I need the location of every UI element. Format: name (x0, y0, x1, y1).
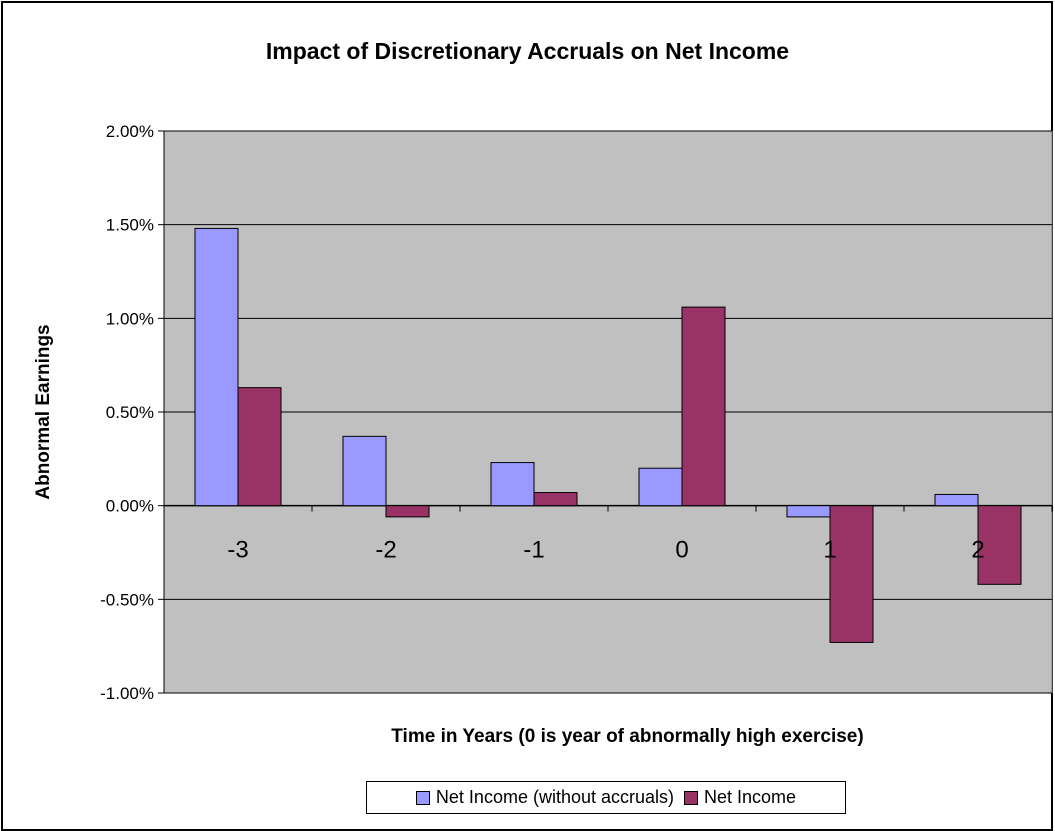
x-tick-label-3: 0 (675, 537, 688, 564)
x-tick-label-2: -1 (523, 537, 544, 564)
legend-item-series-2: Net Income (684, 787, 796, 808)
bar-series1-2 (934, 493, 979, 507)
x-tick-label-4: 1 (823, 537, 836, 564)
bar-series2-0 (681, 306, 726, 507)
y-tick-label-1: -0.50% (100, 590, 154, 609)
bar-series1--2 (342, 435, 387, 507)
chart-title: Impact of Discretionary Accruals on Net … (265, 38, 790, 64)
bar-series1-0 (638, 467, 683, 507)
y-tick-label-4: 1.00% (106, 309, 154, 328)
legend-item-series-1: Net Income (without accruals) (415, 787, 675, 808)
bar-series2--2 (385, 505, 430, 518)
bar-series2-1 (829, 505, 874, 643)
bar-series1--1 (490, 462, 535, 507)
x-tick-label-1: -2 (375, 537, 396, 564)
legend-label-series-1: Net Income (without accruals) (435, 787, 675, 807)
bar-series1--3 (194, 227, 239, 507)
legend-label-series-2: Net Income (704, 787, 797, 807)
y-tick-label-0: -1.00% (100, 684, 154, 703)
y-tick-label-2: 0.00% (106, 497, 154, 516)
legend-swatch-series-1 (415, 790, 430, 805)
bar-series1-1 (786, 505, 831, 518)
legend-swatch-series-2 (684, 790, 699, 805)
legend: Net Income (without accruals) Net Income (366, 781, 846, 814)
y-tick-label-5: 1.50% (106, 216, 154, 235)
y-tick-label-6: 2.00% (106, 122, 154, 141)
bar-series2--3 (237, 387, 282, 507)
bar-series2--1 (533, 492, 578, 507)
y-tick-label-3: 0.50% (106, 403, 154, 422)
x-tick-label-0: -3 (227, 537, 248, 564)
bar-series2-2 (977, 505, 1022, 585)
x-tick-label-5: 2 (971, 537, 984, 564)
x-axis-label: Time in Years (0 is year of abnormally h… (391, 726, 864, 747)
